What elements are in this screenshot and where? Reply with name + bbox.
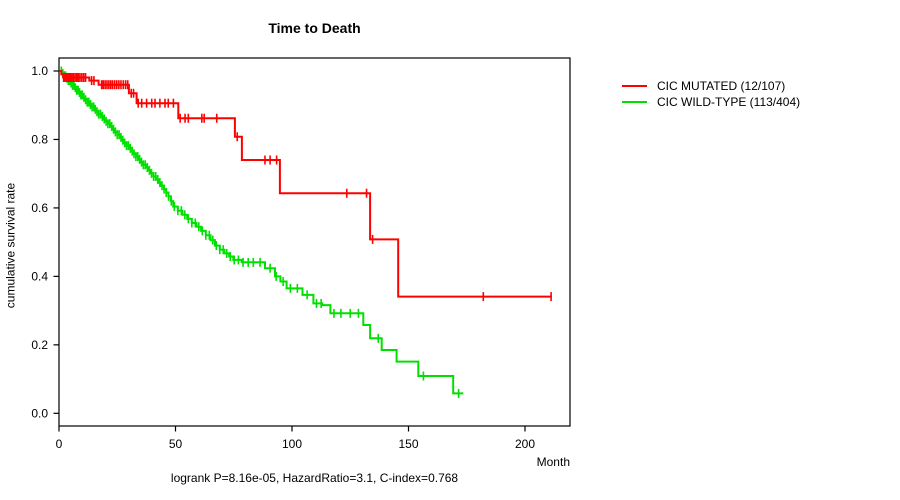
survival-curve-mutated — [59, 70, 552, 298]
x-axis-title: Month — [536, 455, 570, 469]
y-tick-label: 0.0 — [31, 406, 48, 420]
legend-item-mutated: CIC MUTATED (12/107) — [622, 78, 800, 94]
plot-box — [58, 57, 571, 427]
legend-label-wildtype: CIC WILD-TYPE (113/404) — [657, 95, 801, 109]
y-tick-label: 0.6 — [31, 201, 48, 215]
y-tick-label: 0.8 — [31, 132, 48, 146]
mutated-line-swatch — [622, 85, 647, 87]
wildtype-line-swatch — [622, 101, 647, 103]
legend-item-wildtype: CIC WILD-TYPE (113/404) — [622, 94, 800, 110]
legend-label-mutated: CIC MUTATED (12/107) — [657, 79, 786, 93]
x-tick-label: 200 — [515, 437, 535, 451]
legend: CIC MUTATED (12/107) CIC WILD-TYPE (113/… — [622, 78, 800, 110]
x-tick-label: 50 — [169, 437, 183, 451]
chart-title: Time to Death — [268, 20, 361, 36]
x-tick-label: 150 — [398, 437, 418, 451]
y-tick-label: 0.2 — [31, 338, 48, 352]
x-tick-label: 100 — [282, 437, 302, 451]
y-axis-title: cumulative survival rate — [3, 182, 18, 309]
statistics-footnote: logrank P=8.16e-05, HazardRatio=3.1, C-i… — [170, 471, 459, 485]
y-tick-label: 1.0 — [31, 64, 48, 78]
survival-curve-wildtype — [59, 70, 464, 395]
y-tick-label: 0.4 — [31, 269, 48, 283]
x-tick-label: 0 — [56, 437, 63, 451]
